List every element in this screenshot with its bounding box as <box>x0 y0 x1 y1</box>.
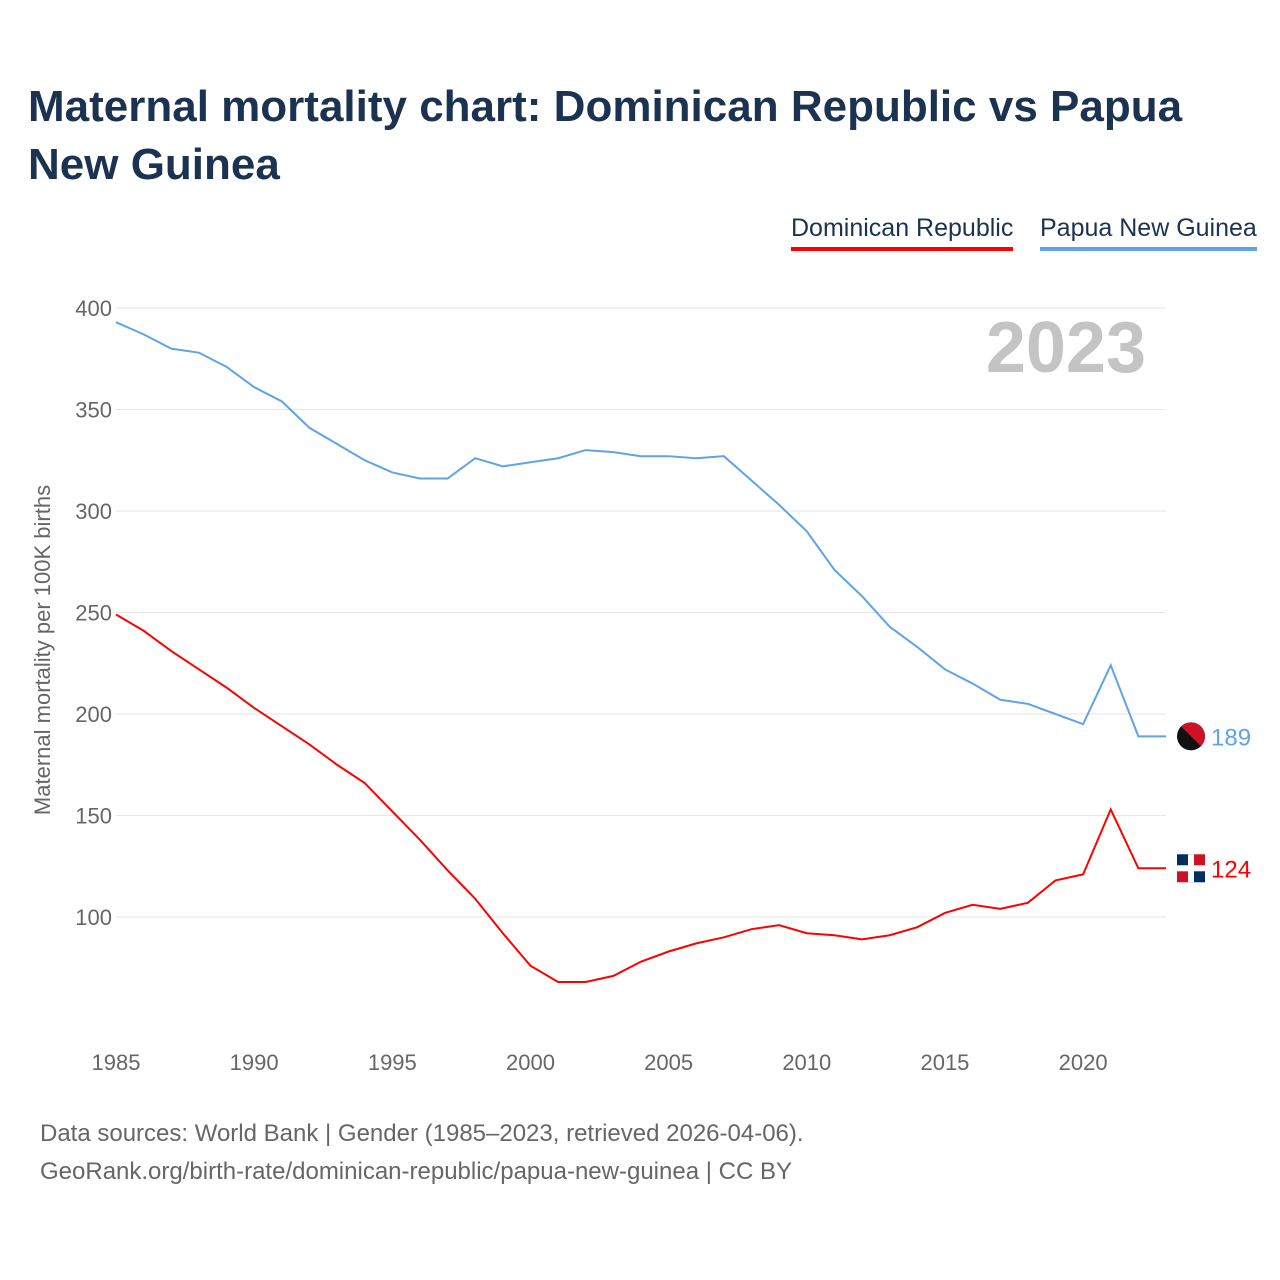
chart-title: Maternal mortality chart: Dominican Repu… <box>28 82 1183 189</box>
flag-part <box>1191 854 1205 869</box>
y-tick-label: 200 <box>75 702 112 727</box>
flag-part <box>1177 854 1191 869</box>
x-tick-label: 2010 <box>782 1050 831 1075</box>
x-tick-label: 1990 <box>230 1050 279 1075</box>
y-tick-label: 250 <box>75 601 112 626</box>
flag-part <box>1177 865 1205 872</box>
legend-item-papua-new-guinea[interactable]: Papua New Guinea <box>1040 214 1257 251</box>
end-value-label: 189 <box>1211 724 1251 751</box>
flag-part <box>1181 722 1205 747</box>
x-tick-label: 2020 <box>1059 1050 1108 1075</box>
series-line-dominican-republic <box>115 613 1166 983</box>
y-axis-label: Maternal mortality per 100K births <box>30 485 55 815</box>
y-tick-label: 150 <box>75 804 112 829</box>
year-label: 2023 <box>986 308 1146 388</box>
x-tick-label: 2015 <box>920 1050 969 1075</box>
y-tick-label: 100 <box>75 905 112 930</box>
footer-sources: Data sources: World Bank | Gender (1985–… <box>40 1120 804 1147</box>
flag-part <box>1177 868 1191 883</box>
x-tick-label: 2000 <box>506 1050 555 1075</box>
y-tick-label: 300 <box>75 499 112 524</box>
y-tick-label: 350 <box>75 398 112 423</box>
y-tick-label: 400 <box>75 296 112 321</box>
flag-part <box>1191 868 1205 883</box>
x-tick-label: 2005 <box>644 1050 693 1075</box>
end-value-label: 124 <box>1211 856 1251 883</box>
series-line-papua-new-guinea <box>115 321 1166 738</box>
legend-item-dominican-republic[interactable]: Dominican Republic <box>791 214 1014 251</box>
footer-link[interactable]: GeoRank.org/birth-rate/dominican-republi… <box>40 1158 792 1185</box>
x-tick-label: 1985 <box>92 1050 141 1075</box>
x-tick-label: 1995 <box>368 1050 417 1075</box>
